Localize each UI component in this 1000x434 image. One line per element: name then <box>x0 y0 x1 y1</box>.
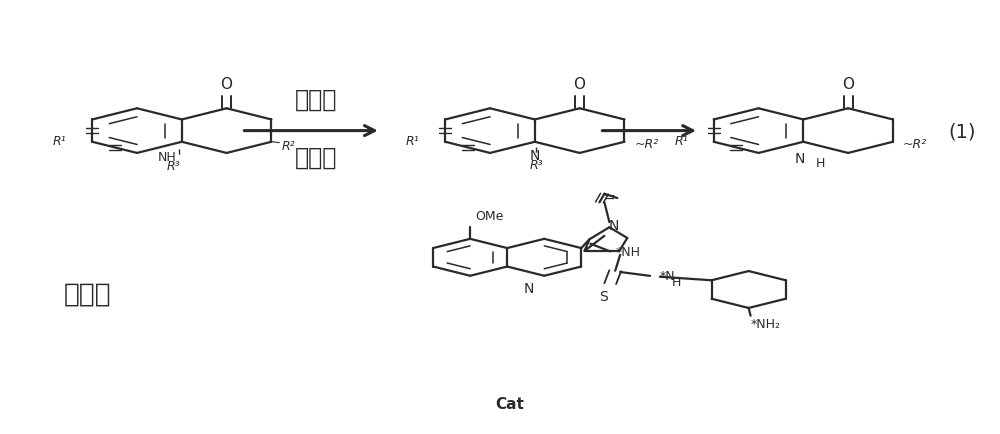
Text: =: = <box>604 191 615 206</box>
Text: R¹: R¹ <box>674 135 688 148</box>
Text: Cat: Cat <box>496 396 524 411</box>
Text: *N: *N <box>660 270 676 283</box>
Text: N: N <box>524 281 534 295</box>
Text: *NH₂: *NH₂ <box>751 318 781 331</box>
Text: R³: R³ <box>167 160 181 173</box>
Text: R²: R² <box>281 139 295 152</box>
Text: N: N <box>530 148 540 162</box>
Text: ~R²: ~R² <box>634 138 658 151</box>
Text: O: O <box>221 77 233 92</box>
Text: (1): (1) <box>949 122 976 141</box>
Text: S: S <box>599 289 608 303</box>
Text: O: O <box>842 77 854 92</box>
Text: H: H <box>815 157 825 170</box>
Text: R¹: R¹ <box>53 135 66 148</box>
Text: O: O <box>574 77 586 92</box>
Text: R³: R³ <box>530 159 544 172</box>
Text: OMe: OMe <box>475 209 504 222</box>
Text: 催化剂: 催化剂 <box>295 87 337 111</box>
Text: H: H <box>672 275 681 288</box>
Text: 苯甲酸: 苯甲酸 <box>295 145 337 169</box>
Text: NH: NH <box>158 150 177 163</box>
Text: R¹: R¹ <box>406 135 419 148</box>
Text: ~R²: ~R² <box>903 138 927 151</box>
Text: N: N <box>608 218 619 232</box>
Text: *NH: *NH <box>615 245 640 258</box>
Text: N: N <box>794 152 805 166</box>
Text: 催化剂: 催化剂 <box>63 281 111 307</box>
